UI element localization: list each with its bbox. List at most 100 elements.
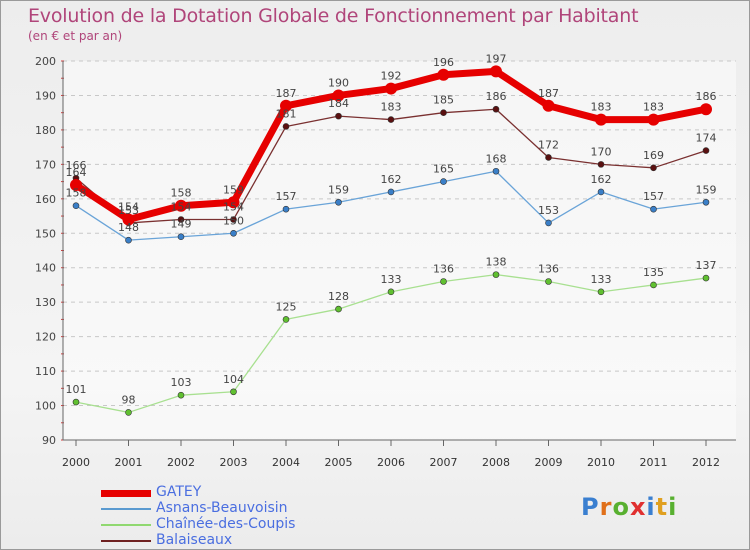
data-label: 162 xyxy=(381,173,402,186)
data-label: 104 xyxy=(223,373,244,386)
data-label: 181 xyxy=(276,107,297,120)
data-point xyxy=(545,219,552,227)
data-label: 172 xyxy=(538,138,559,151)
data-label: 165 xyxy=(433,163,454,176)
data-point xyxy=(387,188,395,196)
data-label: 148 xyxy=(118,221,139,234)
x-tick-label: 2006 xyxy=(377,456,405,469)
x-tick-label: 2007 xyxy=(430,456,458,469)
data-point xyxy=(335,305,342,313)
data-label: 154 xyxy=(118,200,139,213)
logo-letter: x xyxy=(629,493,647,521)
data-label: 197 xyxy=(486,52,507,65)
logo-letter: r xyxy=(599,493,613,521)
data-point xyxy=(282,205,290,213)
data-label: 183 xyxy=(643,101,664,114)
data-label: 128 xyxy=(328,290,349,303)
data-point xyxy=(70,179,82,192)
data-point xyxy=(650,281,657,289)
data-point xyxy=(122,213,135,226)
data-label: 136 xyxy=(433,263,454,276)
legend-swatch xyxy=(101,524,151,526)
data-point xyxy=(332,89,345,102)
data-label: 157 xyxy=(643,190,664,203)
data-label: 196 xyxy=(433,56,454,69)
data-label: 133 xyxy=(381,273,402,286)
data-point xyxy=(175,199,187,212)
data-point xyxy=(440,109,447,116)
data-label: 136 xyxy=(538,263,559,276)
data-point xyxy=(702,198,710,206)
data-label: 101 xyxy=(66,383,87,396)
y-tick-label: 100 xyxy=(35,400,56,413)
data-point xyxy=(545,154,552,161)
data-point xyxy=(387,116,395,123)
x-tick-label: 2005 xyxy=(325,456,353,469)
data-label: 184 xyxy=(328,97,349,110)
data-label: 187 xyxy=(538,87,559,100)
data-label: 190 xyxy=(328,76,349,89)
data-point xyxy=(492,271,500,278)
data-label: 170 xyxy=(591,145,612,158)
x-tick-label: 2009 xyxy=(535,456,563,469)
y-tick-label: 200 xyxy=(35,55,56,68)
data-label: 162 xyxy=(591,173,612,186)
data-label: 183 xyxy=(591,101,612,114)
x-tick-label: 2012 xyxy=(692,456,720,469)
data-point xyxy=(702,274,710,282)
x-tick-label: 2010 xyxy=(587,456,615,469)
legend-label: Chaînée-des-Coupis xyxy=(156,516,296,532)
data-point xyxy=(280,99,292,112)
data-point xyxy=(597,161,605,168)
plot-area xyxy=(63,61,736,440)
logo-letter: i xyxy=(646,493,656,521)
data-point xyxy=(230,216,237,223)
data-point xyxy=(597,288,605,296)
data-label: 153 xyxy=(118,204,139,217)
legend-label: GATEY xyxy=(156,484,202,500)
x-tick-label: 2011 xyxy=(640,456,668,469)
logo-letter: P xyxy=(581,493,600,521)
data-point xyxy=(700,103,712,116)
legend-swatch xyxy=(101,489,151,497)
y-tick-label: 120 xyxy=(35,331,56,344)
y-tick-label: 190 xyxy=(35,89,56,102)
chart-title: Evolution de la Dotation Globale de Fonc… xyxy=(28,5,639,27)
data-point xyxy=(440,178,447,185)
x-tick-label: 2002 xyxy=(167,456,195,469)
data-label: 159 xyxy=(328,183,349,196)
data-label: 153 xyxy=(538,204,559,217)
x-tick-label: 2004 xyxy=(272,456,300,469)
logo-letter: i xyxy=(668,493,678,521)
data-label: 192 xyxy=(381,70,402,83)
x-tick-label: 2000 xyxy=(62,456,90,469)
y-tick-label: 90 xyxy=(42,434,56,447)
data-point xyxy=(595,113,607,126)
data-label: 157 xyxy=(276,190,297,203)
legend-swatch xyxy=(101,540,151,542)
y-tick-label: 130 xyxy=(35,296,56,309)
y-tick-label: 170 xyxy=(35,158,56,171)
data-point xyxy=(650,205,657,213)
x-tick-label: 2001 xyxy=(115,456,143,469)
data-point xyxy=(227,196,240,209)
data-label: 158 xyxy=(171,187,192,200)
data-label: 174 xyxy=(696,132,717,145)
logo-letter: t xyxy=(655,493,669,521)
data-label: 158 xyxy=(66,187,87,200)
data-label: 135 xyxy=(643,266,664,279)
data-point xyxy=(597,188,605,196)
y-tick-label: 110 xyxy=(35,365,56,378)
data-point xyxy=(177,216,185,223)
data-point xyxy=(545,278,552,285)
x-tick-label: 2003 xyxy=(220,456,248,469)
data-point xyxy=(230,229,237,237)
y-tick-label: 150 xyxy=(35,227,56,240)
data-point xyxy=(385,82,397,95)
data-label: 169 xyxy=(643,149,664,162)
logo-letter: o xyxy=(612,493,630,521)
data-label: 137 xyxy=(696,259,717,272)
data-point xyxy=(177,391,185,399)
data-point xyxy=(440,278,447,285)
